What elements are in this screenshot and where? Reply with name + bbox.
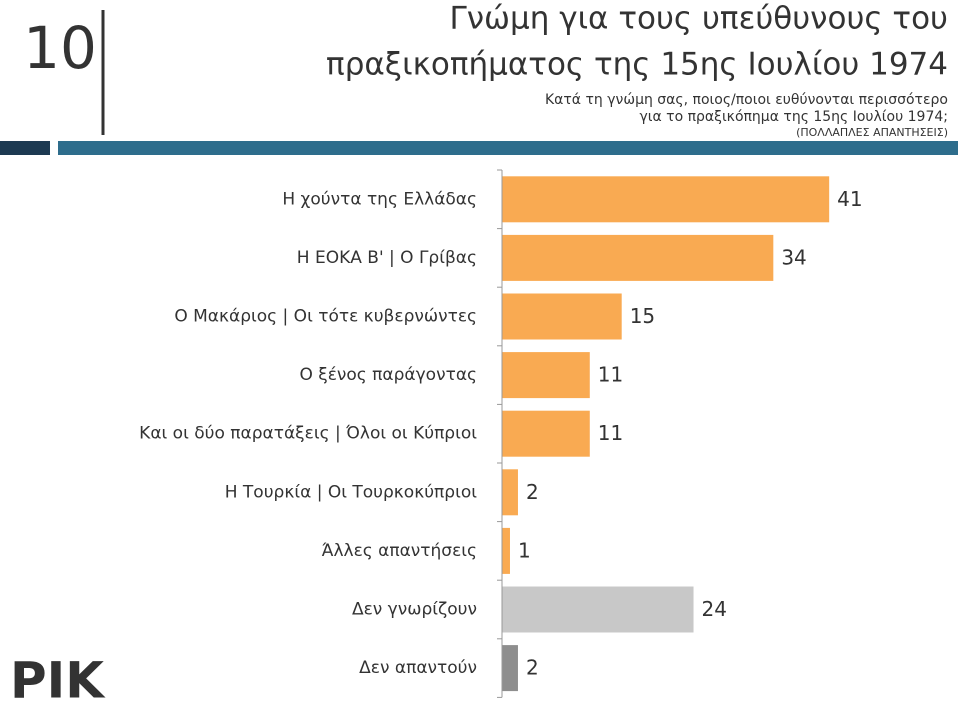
- category-label: Και οι δύο παρατάξεις | Όλοι οι Κύπριοι: [139, 424, 477, 444]
- note: (ΠΟΛΛΑΠΛΕΣ ΑΠΑΝΤΗΣΕΙΣ): [796, 126, 948, 139]
- title-line: πραξικοπήματος της 15ης Ιουλίου 1974: [326, 47, 948, 83]
- value-label: 15: [630, 304, 655, 328]
- category-label: Η Τουρκία | Οι Τουρκοκύπριοι: [225, 482, 478, 502]
- value-label: 11: [598, 363, 623, 387]
- title-line: Γνώμη για τους υπεύθυνους του: [449, 1, 948, 37]
- category-label: Η χούντα της Ελλάδας: [282, 189, 477, 209]
- bar: [502, 176, 830, 223]
- bar: [502, 645, 518, 692]
- bar: [502, 527, 510, 574]
- value-label: 34: [781, 245, 806, 269]
- value-label: 41: [837, 187, 862, 211]
- logo: ΡΙΚ: [10, 652, 106, 710]
- bar: [502, 586, 694, 633]
- bar: [502, 410, 590, 457]
- value-label: 1: [518, 538, 531, 562]
- band-dark: [0, 141, 50, 155]
- category-label: Δεν γνωρίζουν: [352, 600, 477, 620]
- category-label: Δεν απαντούν: [359, 658, 477, 678]
- page-number: 10: [23, 14, 97, 82]
- subtitle-line: Κατά τη γνώμη σας, ποιος/ποιοι ευθύνοντα…: [545, 92, 948, 108]
- category-label: Άλλες απαντήσεις: [322, 541, 477, 561]
- bar: [502, 234, 774, 281]
- bar: [502, 352, 590, 399]
- value-label: 24: [702, 597, 727, 621]
- category-label: Η ΕΟΚΑ Β' | Ο Γρίβας: [297, 248, 477, 268]
- category-label: Ο Μακάριος | Οι τότε κυβερνώντες: [174, 307, 477, 327]
- bar: [502, 293, 622, 340]
- subtitle-line: για το πραξικόπημα της 15ης Ιουλίου 1974…: [639, 109, 948, 125]
- bar: [502, 469, 518, 516]
- category-label: Ο ξένος παράγοντας: [299, 365, 477, 385]
- value-label: 2: [526, 656, 539, 680]
- value-label: 11: [598, 421, 623, 445]
- band: [58, 141, 958, 155]
- value-label: 2: [526, 480, 539, 504]
